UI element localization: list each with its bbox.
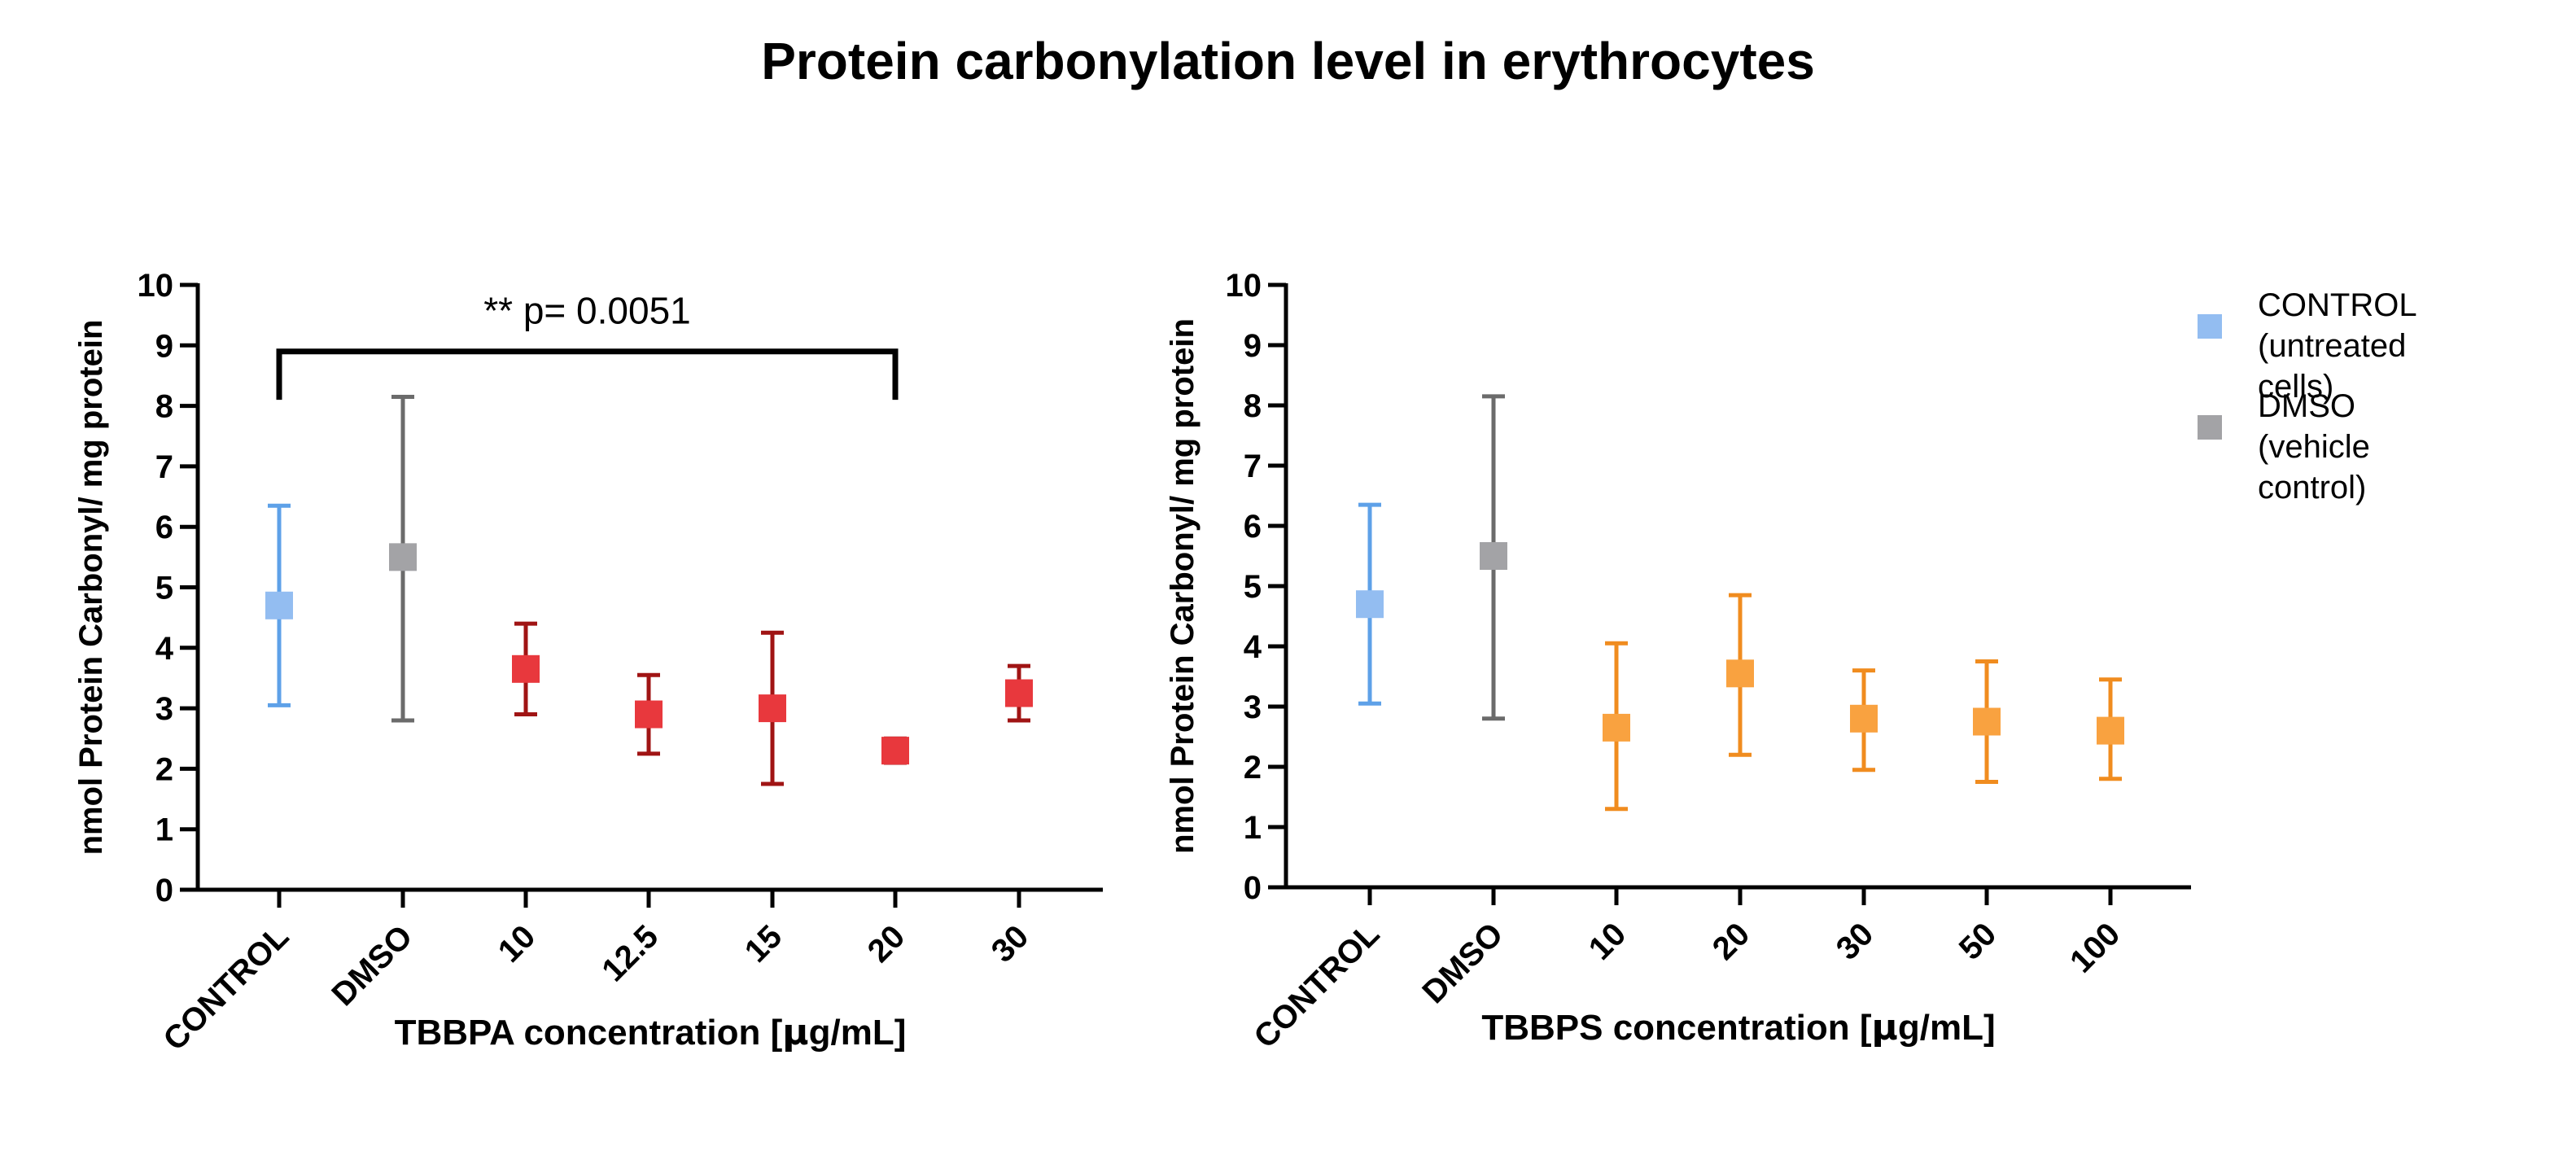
- data-point: [512, 654, 540, 683]
- y-tick-label: 2: [1244, 750, 1262, 786]
- significance-bracket: [276, 348, 899, 401]
- data-point: [759, 694, 786, 723]
- legend-sublabel-control: (untreated cells): [2258, 328, 2407, 405]
- data-point: [2097, 716, 2124, 745]
- panel-tbbpa: 0 1 2 3 4 5 6 7 8 9 10 nmol Protein Carbonyl/ mg pr…: [73, 268, 1103, 1057]
- y-tick-label: 6: [1244, 509, 1262, 545]
- y-tick-label: 1: [1244, 810, 1262, 846]
- y-tick-label: 10: [138, 268, 174, 304]
- y-tick-label: 10: [1226, 268, 1262, 304]
- y-tick-label: 1: [155, 812, 173, 848]
- x-tick-label: 20: [1706, 916, 1757, 967]
- legend-label-control: CONTROL: [2258, 287, 2417, 323]
- y-tick-label: 9: [155, 328, 173, 364]
- y-tick-label: 8: [1244, 388, 1262, 424]
- y-tick-label: 8: [155, 389, 173, 425]
- data-point: [265, 591, 293, 619]
- x-tick-label: 100: [2063, 916, 2127, 979]
- x-axis-title: TBBPA concentration [μg/mL]: [395, 1012, 907, 1053]
- x-tick-label: CONTROL: [1247, 916, 1386, 1055]
- y-tick-label: 4: [155, 631, 174, 667]
- x-tick-label: 20: [861, 918, 912, 970]
- x-tick-label: 10: [1582, 916, 1634, 967]
- y-axis-title: nmol Protein Carbonyl/ mg protein: [1165, 318, 1201, 854]
- y-tick-label: 3: [155, 691, 173, 727]
- legend-label-dmso: DMSO: [2258, 388, 2355, 424]
- legend-swatch-dmso: [2198, 415, 2222, 440]
- legend-swatch-control: [2198, 314, 2222, 339]
- chart-title: Protein carbonylation level in erythrocy…: [761, 32, 1815, 90]
- y-axis-title: nmol Protein Carbonyl/ mg protein: [73, 320, 109, 856]
- x-axis-title: TBBPS concentration [μg/mL]: [1481, 1007, 1995, 1048]
- y-tick-label: 9: [1244, 328, 1262, 364]
- significance-label: ** p= 0.0051: [483, 290, 691, 332]
- x-tick-label: 50: [1953, 916, 2004, 967]
- x-tick-label: 12.5: [595, 918, 665, 988]
- x-tick-label: 30: [985, 918, 1036, 970]
- x-tick-label: DMSO: [325, 918, 419, 1013]
- data-point: [1850, 704, 1878, 733]
- data-point: [1356, 590, 1384, 619]
- data-point: [1973, 707, 2001, 736]
- data-point: [635, 700, 663, 729]
- y-tick-label: 0: [155, 873, 173, 908]
- y-tick-label: 7: [1244, 449, 1262, 484]
- x-tick-label: CONTROL: [156, 918, 295, 1057]
- panel-tbbps: 0 1 2 3 4 5 6 7 8 9 10 nmol Protein Carbonyl/ mg pr…: [1165, 268, 2191, 1055]
- data-point: [1726, 659, 1754, 688]
- y-tick-label: 0: [1244, 870, 1262, 906]
- x-tick-label: 10: [492, 918, 543, 970]
- y-tick-label: 7: [155, 449, 173, 485]
- data-point: [1005, 679, 1033, 707]
- x-tick-label: DMSO: [1415, 916, 1510, 1010]
- x-tick-label: 30: [1830, 916, 1881, 967]
- y-tick-label: 3: [1244, 689, 1262, 725]
- y-tick-label: 2: [155, 751, 173, 787]
- y-tick-label: 4: [1244, 629, 1262, 665]
- y-tick-label: 5: [1244, 569, 1262, 605]
- y-tick-label: 5: [155, 571, 173, 606]
- data-point: [1480, 542, 1507, 570]
- legend-sublabel-dmso: (vehicle control): [2258, 429, 2370, 506]
- x-tick-label: 15: [738, 918, 789, 970]
- data-point: [881, 737, 909, 765]
- y-tick-label: 6: [155, 510, 173, 545]
- data-point: [1603, 713, 1630, 742]
- data-point: [389, 543, 417, 571]
